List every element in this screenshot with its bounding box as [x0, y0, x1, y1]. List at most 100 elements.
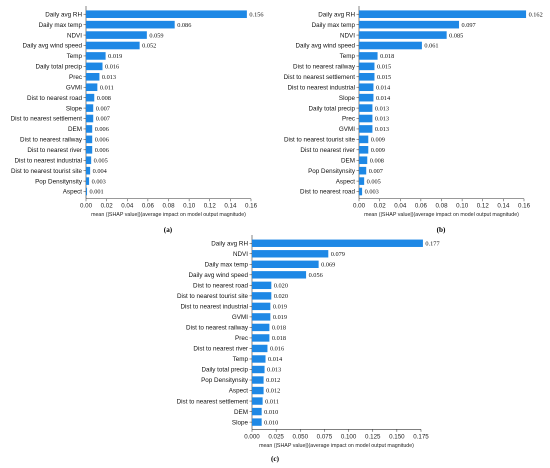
x-tick-label: 0.12 — [204, 203, 217, 210]
value-label: 0.052 — [142, 43, 156, 50]
x-tick-label: 0.000 — [244, 433, 260, 440]
bar — [86, 166, 91, 175]
bar — [86, 177, 90, 185]
bar — [86, 52, 106, 60]
value-label: 0.020 — [274, 283, 288, 290]
value-label: 0.014 — [268, 356, 283, 363]
category-label: Aspect — [336, 178, 356, 185]
value-label: 0.018 — [272, 325, 286, 332]
panel-label: (a) — [164, 226, 173, 234]
value-label: 0.056 — [309, 272, 323, 279]
x-axis-label: mean (|SHAP value|)(average impact on mo… — [364, 212, 519, 218]
x-tick-label: 0.16 — [245, 203, 258, 210]
category-label: Dist to nearest settlement — [11, 116, 83, 123]
value-label: 0.007 — [369, 168, 383, 175]
bar — [86, 72, 100, 81]
value-label: 0.018 — [380, 53, 394, 60]
x-tick-label: 0.075 — [317, 433, 333, 440]
bar — [359, 146, 369, 154]
bar — [252, 386, 264, 395]
value-label: 0.006 — [95, 147, 109, 154]
bar — [252, 292, 272, 300]
bar — [252, 407, 262, 416]
category-label: Daily total precip — [35, 64, 82, 71]
x-tick-label: 0.00 — [353, 203, 366, 210]
category-label: NDVI — [340, 32, 355, 39]
category-label: Aspect — [63, 189, 83, 196]
category-label: Slope — [339, 95, 356, 102]
category-label: Dist to nearest railway — [20, 137, 83, 144]
category-label: Dist to nearest road — [300, 189, 355, 196]
category-label: Daily avg RH — [318, 11, 355, 18]
bar — [86, 31, 147, 39]
x-tick-label: 0.050 — [293, 433, 309, 440]
value-label: 0.013 — [102, 74, 116, 81]
category-label: Daily max temp — [205, 262, 249, 269]
category-label: Dist to nearest road — [27, 95, 82, 102]
bar — [252, 302, 271, 311]
value-label: 0.016 — [105, 64, 119, 71]
category-label: Dist to nearest railway — [293, 64, 356, 71]
bar — [359, 52, 378, 60]
value-label: 0.162 — [529, 11, 543, 18]
bar — [359, 187, 363, 196]
bar — [252, 376, 264, 384]
value-label: 0.020 — [274, 293, 288, 300]
value-label: 0.061 — [424, 43, 438, 50]
category-label: Dist to nearest tourist site — [177, 293, 249, 300]
bar — [359, 93, 374, 102]
value-label: 0.006 — [95, 126, 109, 133]
value-label: 0.013 — [375, 126, 389, 133]
bar — [252, 397, 263, 405]
bar — [252, 418, 262, 426]
x-tick-label: 0.12 — [477, 203, 490, 210]
category-label: Dist to nearest river — [300, 147, 355, 154]
category-label: Daily max temp — [312, 22, 356, 29]
value-label: 0.011 — [100, 84, 114, 91]
x-tick-label: 0.14 — [224, 203, 237, 210]
category-label: Daily avg wind speed — [295, 43, 355, 50]
value-label: 0.014 — [376, 95, 391, 102]
bar — [252, 323, 270, 332]
x-tick-label: 0.025 — [268, 433, 284, 440]
bar — [86, 146, 93, 154]
category-label: Pop Densitynsity — [201, 377, 249, 384]
value-label: 0.085 — [449, 32, 463, 39]
category-label: Temp — [67, 53, 83, 60]
category-label: Dist to nearest industrial — [14, 157, 82, 164]
bar — [252, 355, 266, 363]
x-tick-label: 0.06 — [415, 203, 428, 210]
bar — [359, 177, 365, 185]
bar — [252, 271, 307, 279]
category-label: Temp — [233, 356, 249, 363]
category-label: Dist to nearest river — [27, 147, 82, 154]
x-tick-label: 0.02 — [374, 203, 387, 210]
category-label: Pop Densitynsity — [35, 178, 83, 185]
value-label: 0.156 — [249, 11, 263, 18]
bar — [86, 125, 93, 133]
x-tick-label: 0.150 — [389, 433, 405, 440]
category-label: Dist to nearest industrial — [287, 84, 355, 91]
bar — [359, 166, 367, 175]
value-label: 0.013 — [375, 105, 389, 112]
x-tick-label: 0.14 — [497, 203, 510, 210]
x-tick-label: 0.06 — [142, 203, 155, 210]
value-label: 0.059 — [149, 32, 163, 39]
value-label: 0.010 — [264, 409, 278, 416]
value-label: 0.001 — [90, 189, 104, 196]
value-label: 0.007 — [96, 105, 110, 112]
x-tick-label: 0.02 — [101, 203, 114, 210]
x-tick-label: 0.125 — [365, 433, 381, 440]
category-label: Daily avg RH — [211, 240, 248, 247]
category-label: Slope — [232, 419, 249, 426]
bar — [252, 334, 270, 342]
category-label: Daily total precip — [201, 367, 248, 374]
x-tick-label: 0.16 — [518, 203, 531, 210]
x-tick-label: 0.100 — [341, 433, 357, 440]
category-label: Dist to nearest river — [193, 346, 248, 353]
bar — [359, 114, 373, 123]
value-label: 0.019 — [273, 314, 287, 321]
value-label: 0.069 — [321, 262, 335, 269]
bar — [86, 104, 94, 112]
value-label: 0.079 — [331, 251, 345, 258]
